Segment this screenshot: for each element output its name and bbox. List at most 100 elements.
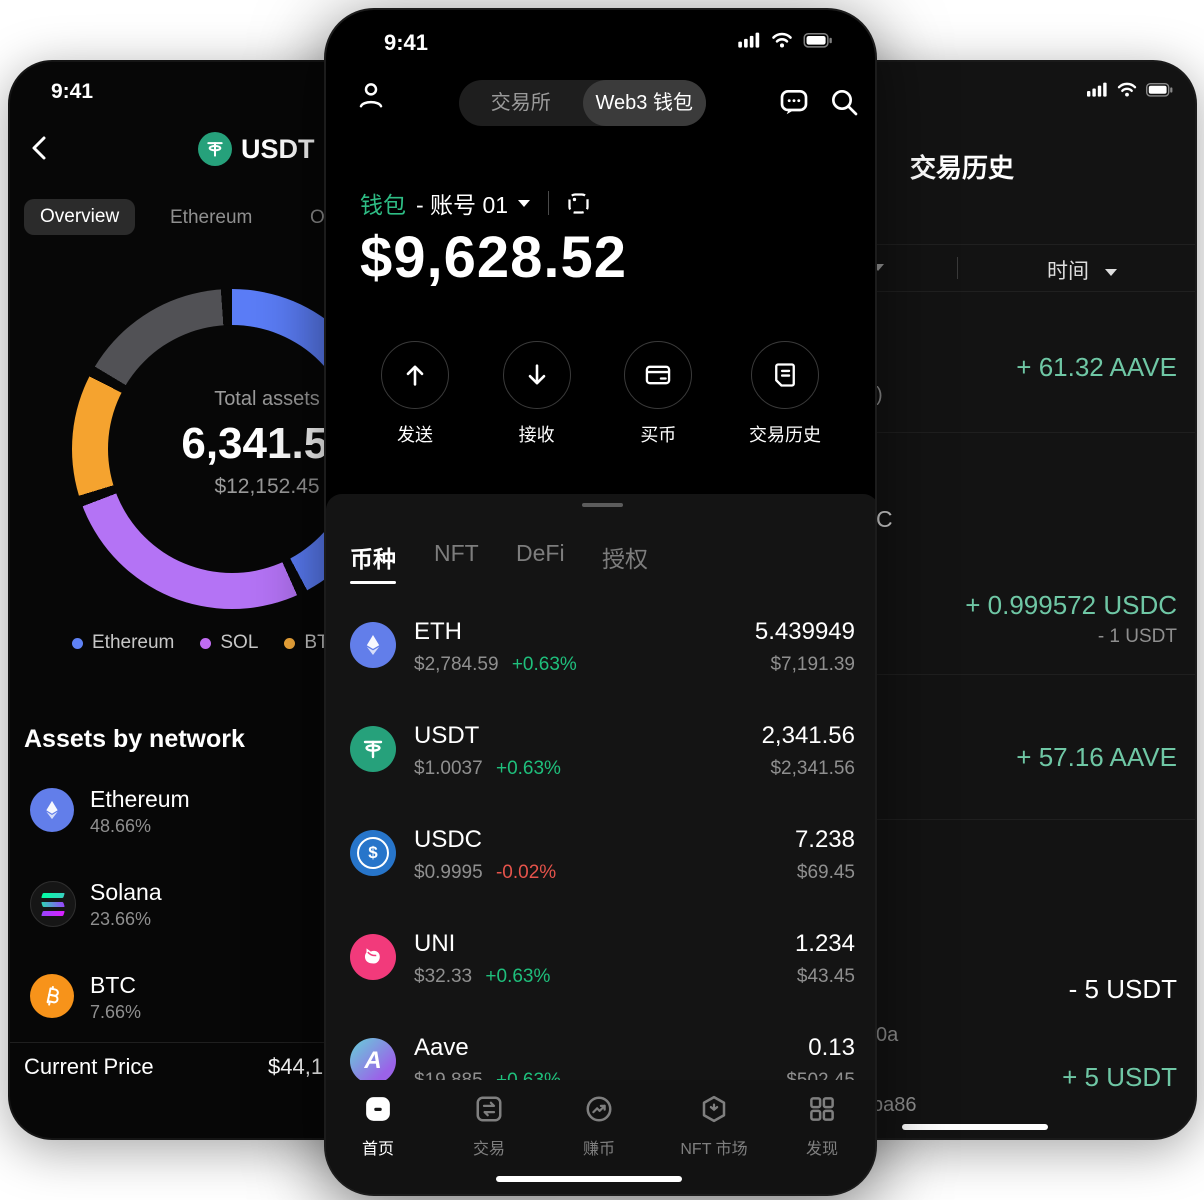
donut-legend: Ethereum SOL BTC — [72, 632, 342, 654]
token-amount: 5.439949 — [754, 618, 855, 645]
legend-ethereum: Ethereum — [72, 632, 174, 654]
token-change: +0.63% — [495, 758, 561, 779]
tx-amount[interactable]: + 61.32 AAVE — [1016, 352, 1177, 382]
tx-amount[interactable]: - 5 USDT — [1068, 974, 1177, 1004]
solana-icon — [30, 881, 76, 927]
tab-clipped[interactable]: O — [310, 207, 325, 228]
search-icon — [832, 90, 858, 116]
network-name: BTC — [90, 972, 136, 998]
person-icon — [359, 83, 383, 108]
wallet-label: 钱包 — [360, 192, 406, 218]
tx-divider — [602, 674, 1195, 675]
wallet-account-row[interactable]: 钱包 - 账号 01 — [360, 186, 592, 220]
filter-bar: 时间 — [602, 244, 1195, 292]
nav-discover[interactable]: 发现 — [784, 1094, 860, 1159]
status-icons — [1087, 82, 1173, 97]
network-name: Solana — [90, 879, 162, 905]
grid-icon — [810, 1097, 834, 1121]
chevron-down-icon — [1104, 268, 1117, 276]
arrow-down-icon — [528, 364, 545, 385]
token-row-uni[interactable]: UNI $32.33 +0.63% 1.234 $43.45 — [326, 920, 875, 1024]
tab-coins[interactable]: 币种 — [350, 546, 396, 572]
dapp-connect-icon[interactable] — [565, 190, 592, 217]
token-price: $32.33 — [414, 966, 473, 987]
token-symbol: UNI — [414, 930, 456, 957]
nav-nft-market[interactable]: NFT 市场 — [666, 1094, 762, 1159]
section-title-assets-by-network: Assets by network — [24, 725, 245, 753]
token-row-eth[interactable]: ETH $2,784.59 +0.63% 5.439949 $7,191.39 — [326, 608, 875, 712]
network-row-solana[interactable]: Solana 23.66% — [24, 879, 444, 929]
aave-icon: A — [350, 1038, 396, 1084]
send-button[interactable]: 发送 — [365, 341, 465, 447]
tx-amount[interactable]: + 57.16 AAVE — [1016, 742, 1177, 772]
tx-divider — [602, 432, 1195, 433]
token-row-usdc[interactable]: $ USDC $0.9995 -0.02% 7.238 $69.45 — [326, 816, 875, 920]
buy-crypto-button[interactable]: 买币 — [608, 341, 708, 447]
nav-earn[interactable]: 赚币 — [561, 1094, 637, 1159]
center-phone-wallet-home-screen: 9:41 交易所 Web3 钱包 钱包 — [324, 8, 877, 1196]
profile-button[interactable] — [356, 80, 386, 115]
tab-exchange[interactable]: 交易所 — [490, 92, 551, 114]
transaction-history-button[interactable]: 交易历史 — [730, 341, 840, 447]
tab-approvals[interactable]: 授权 — [602, 546, 648, 572]
receive-button[interactable]: 接收 — [487, 341, 587, 447]
token-symbol: ETH — [414, 618, 462, 645]
bottom-nav: 首页 交易 赚币 NFT 市场 — [326, 1080, 875, 1194]
network-name: Ethereum — [90, 786, 190, 812]
usdt-icon — [198, 132, 232, 166]
network-pct: 23.66% — [90, 909, 152, 929]
divider — [548, 191, 550, 215]
network-pct: 7.66% — [90, 1002, 142, 1022]
trade-icon — [476, 1096, 502, 1122]
btc-icon — [30, 974, 74, 1018]
usdt-icon — [350, 726, 396, 772]
address-fragment: ba86 — [872, 1094, 917, 1116]
time-filter[interactable]: 时间 — [1047, 255, 1117, 285]
search-button[interactable] — [828, 86, 860, 123]
home-indicator[interactable] — [496, 1176, 682, 1182]
total-balance: $9,628.52 — [360, 225, 628, 290]
home-indicator[interactable] — [902, 1124, 1048, 1130]
tab-defi[interactable]: DeFi — [516, 540, 565, 566]
support-chat-button[interactable] — [778, 86, 810, 123]
action-buttons: 发送 接收 买币 交易历史 — [365, 341, 840, 447]
filter-divider — [957, 257, 958, 279]
token-amount: 2,341.56 — [761, 722, 855, 749]
uni-icon — [350, 934, 396, 980]
arrow-up-icon — [406, 365, 424, 386]
tab-overview[interactable]: Overview — [24, 199, 136, 235]
token-price: $0.9995 — [414, 862, 483, 883]
network-row-ethereum[interactable]: Ethereum 48.66% — [24, 786, 444, 836]
back-button[interactable] — [28, 134, 52, 167]
nav-home[interactable]: 首页 — [340, 1094, 416, 1159]
legend-dot-btc — [284, 637, 296, 649]
tx-amount[interactable]: + 0.999572 USDC — [965, 590, 1177, 620]
eth-icon — [350, 622, 396, 668]
token-change: +0.63% — [485, 966, 551, 987]
cellular-icon — [1087, 82, 1107, 97]
token-row-usdt[interactable]: USDT $1.0037 +0.63% 2,341.56 $2,341.56 — [326, 712, 875, 816]
token-symbol: USDT — [414, 722, 480, 749]
account-label: - 账号 01 — [416, 192, 509, 218]
total-assets-fiat: $12,152.45 — [214, 475, 320, 498]
wifi-icon — [1117, 82, 1137, 97]
token-symbol: USDC — [414, 826, 483, 853]
battery-icon — [1146, 82, 1173, 97]
left-filter-caret-fragment[interactable] — [872, 264, 884, 271]
usdc-icon: $ — [350, 830, 396, 876]
network-row-btc[interactable]: BTC 7.66% — [24, 972, 444, 1022]
nft-hexagon-icon — [702, 1095, 726, 1123]
tab-nft[interactable]: NFT — [434, 540, 479, 566]
tab-ethereum[interactable]: Ethereum — [170, 207, 253, 228]
drag-handle[interactable] — [582, 503, 623, 507]
active-tab-underline — [350, 581, 396, 584]
token-value: $7,191.39 — [770, 654, 855, 675]
nav-trade[interactable]: 交易 — [451, 1094, 527, 1159]
assets-bottom-sheet: 币种 NFT DeFi 授权 ETH $2,784.59 +0.63% 5.43… — [326, 494, 875, 1194]
tab-web3-wallet[interactable]: Web3 钱包 — [582, 80, 706, 126]
token-amount: 1.234 — [794, 930, 855, 957]
wifi-icon — [772, 32, 792, 48]
tx-amount[interactable]: + 5 USDT — [1062, 1062, 1177, 1092]
current-price-label: Current Price — [24, 1054, 154, 1079]
card-icon — [646, 365, 671, 385]
